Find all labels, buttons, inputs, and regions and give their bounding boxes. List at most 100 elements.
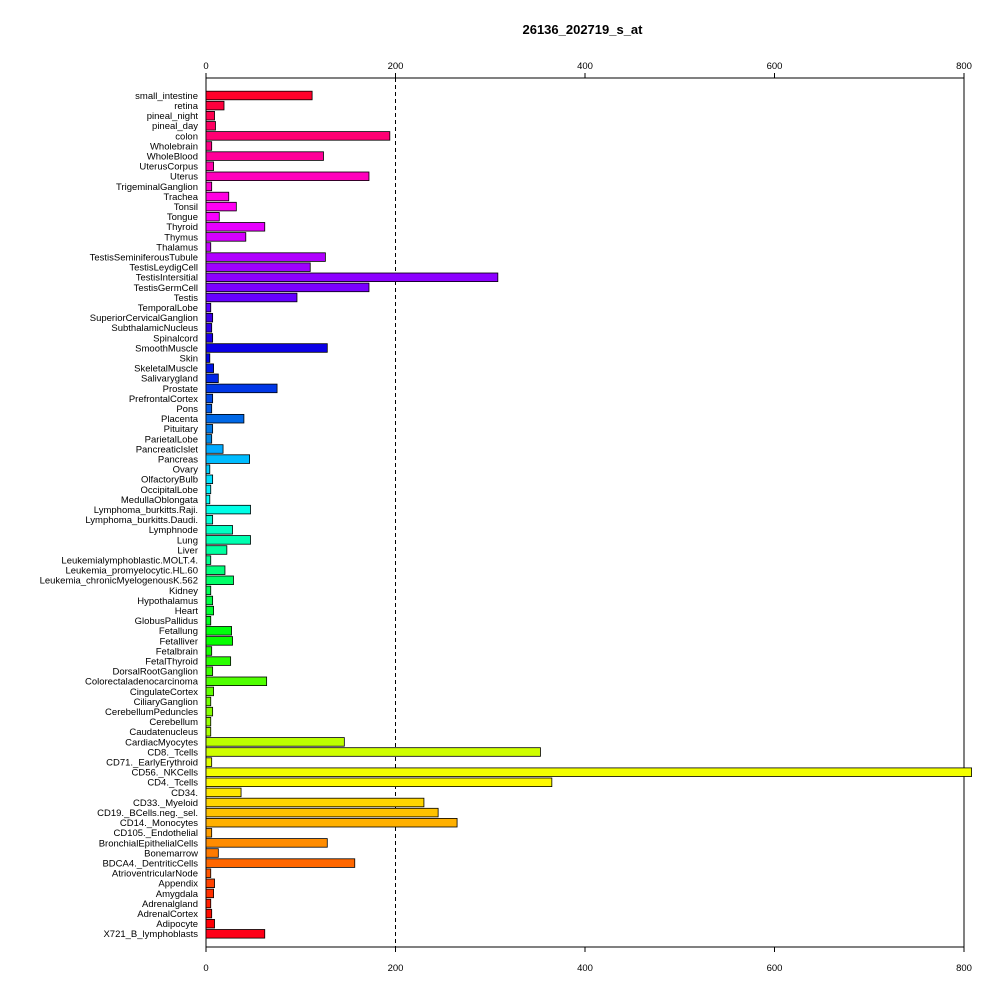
- category-label: CD19._BCells.neg._sel.: [97, 808, 198, 819]
- category-label: OccipitalLobe: [140, 485, 198, 496]
- bar: [205, 656, 232, 666]
- category-label: ParietalLobe: [145, 434, 198, 445]
- category-label: Thalamus: [156, 242, 198, 253]
- plot-axes: 0 0 200 200 400 400 600 600 800 800: [203, 61, 972, 974]
- bar: [205, 575, 234, 586]
- category-label: colon: [175, 131, 198, 142]
- bar: [205, 929, 266, 939]
- bar: [205, 676, 268, 687]
- bar: [205, 373, 219, 384]
- bar: [205, 403, 213, 414]
- category-label: CD56._NKCells: [131, 768, 198, 779]
- bar: [205, 222, 266, 232]
- bar: [205, 737, 345, 747]
- bar: [205, 545, 228, 555]
- bar: [205, 474, 214, 485]
- bar: [205, 626, 232, 636]
- category-label: CD14._Monocytes: [120, 818, 198, 829]
- category-label: pineal_night: [147, 111, 199, 122]
- bar: [205, 858, 356, 868]
- bar: [205, 282, 370, 293]
- bar: [205, 181, 213, 192]
- category-label: Prostate: [163, 384, 198, 395]
- category-label: Lymphoma_burkitts.Raji.: [94, 505, 198, 516]
- bar: [205, 100, 225, 111]
- category-label: Salivarygland: [141, 374, 198, 385]
- category-label: Wholebrain: [150, 141, 198, 152]
- bar: [205, 898, 212, 909]
- bar: [205, 706, 214, 717]
- bar: [205, 555, 212, 565]
- category-label: Thymus: [164, 232, 198, 243]
- category-label: CD8._Tcells: [147, 747, 198, 758]
- category-label: TrigeminalGanglion: [116, 182, 198, 193]
- category-label: OlfactoryBulb: [141, 475, 198, 486]
- bar: [205, 121, 216, 131]
- bar: [205, 413, 245, 424]
- bar: [205, 292, 298, 303]
- bar: [205, 363, 214, 373]
- bar: [205, 878, 215, 889]
- category-label: TestisIntersitial: [136, 273, 198, 284]
- bar: [205, 646, 213, 656]
- category-label: Adipocyte: [156, 919, 198, 930]
- bar: [205, 272, 499, 283]
- bar: [205, 141, 213, 151]
- category-label: TestisSeminiferousTubule: [90, 253, 198, 264]
- bar: [205, 757, 213, 767]
- category-label: Kidney: [169, 586, 198, 597]
- category-label: Fetalliver: [159, 636, 198, 647]
- category-label: Testis: [174, 293, 199, 304]
- bar: [205, 504, 251, 515]
- bar: [205, 595, 214, 606]
- category-label: Trachea: [164, 192, 199, 203]
- bottom-tick-label: 200: [388, 963, 404, 974]
- category-label: TestisLeydigCell: [129, 263, 198, 274]
- top-tick-label: 600: [767, 61, 783, 72]
- bar: [205, 797, 425, 808]
- category-label: Leukemia_promyelocytic.HL.60: [65, 566, 198, 577]
- category-label: AtrioventricularNode: [112, 869, 198, 880]
- bar: [205, 888, 214, 899]
- category-label: SubthalamicNucleus: [111, 323, 198, 334]
- bar: [205, 666, 214, 676]
- category-label: TemporalLobe: [138, 303, 198, 314]
- bar: [205, 464, 211, 474]
- top-tick-label: 800: [956, 61, 972, 72]
- bottom-tick-label: 0: [203, 963, 208, 974]
- top-tick-label: 400: [577, 61, 593, 72]
- bar: [205, 383, 278, 394]
- bar: [205, 211, 220, 222]
- category-label: CingulateCortex: [130, 687, 198, 698]
- category-label: SkeletalMuscle: [134, 364, 198, 375]
- bar: [205, 565, 226, 575]
- category-label: Lymphnode: [149, 525, 198, 536]
- category-label: CardiacMyocytes: [125, 737, 198, 748]
- bar: [205, 393, 214, 404]
- category-label: Ovary: [173, 465, 199, 476]
- bar: [205, 323, 213, 333]
- category-label: CD4._Tcells: [147, 778, 198, 789]
- bar: [205, 605, 214, 616]
- bar: [205, 312, 214, 323]
- bar: [205, 232, 247, 242]
- bar: [205, 171, 370, 182]
- bar: [205, 777, 553, 788]
- category-label: BronchialEpithelialCells: [99, 838, 199, 849]
- bar: [205, 686, 214, 697]
- category-label: PancreaticIslet: [136, 444, 199, 455]
- bar: [205, 747, 541, 757]
- category-label: CD71._EarlyErythroid: [106, 758, 198, 769]
- category-label: Pituitary: [164, 424, 199, 435]
- category-label: Hypothalamus: [137, 596, 198, 607]
- category-label: Appendix: [158, 879, 198, 890]
- bar: [205, 444, 224, 454]
- category-label: Fetallung: [159, 626, 198, 637]
- category-label: Pons: [176, 404, 198, 415]
- bar: [205, 525, 233, 535]
- bar: [205, 807, 439, 818]
- category-label: BDCA4._DentriticCells: [102, 859, 198, 870]
- bar: [205, 242, 212, 252]
- bar: [205, 484, 212, 495]
